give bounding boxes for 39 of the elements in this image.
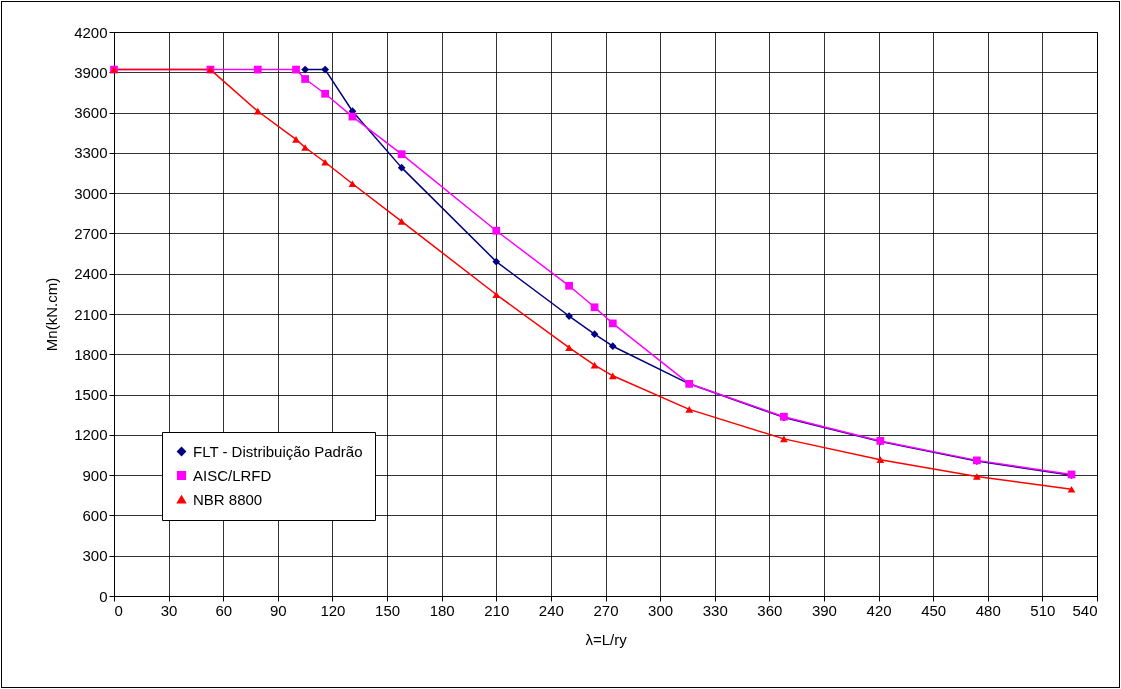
x-tick-label: 240: [538, 601, 564, 619]
legend-label: FLT - Distribuição Padrão: [193, 442, 363, 460]
y-tick-label: 1800: [74, 345, 108, 363]
y-tick-label: 2700: [74, 224, 108, 242]
x-tick-label: 60: [215, 601, 233, 619]
x-tick-label: 210: [484, 601, 510, 619]
x-tick-label: 180: [429, 601, 455, 619]
y-tick-label: 1500: [74, 386, 108, 404]
x-tick-label: 330: [702, 601, 728, 619]
x-tick-label: 150: [375, 601, 401, 619]
y-tick-label: 1200: [74, 426, 108, 444]
x-tick-label: 300: [648, 601, 674, 619]
x-tick-label: 0: [114, 601, 123, 619]
y-tick-label: 3600: [74, 104, 108, 122]
x-tick-label: 360: [757, 601, 783, 619]
y-tick-label: 3300: [74, 144, 108, 162]
y-tick-label: 4200: [74, 23, 108, 41]
y-tick-label: 2100: [74, 305, 108, 323]
x-tick-label: 120: [320, 601, 346, 619]
y-tick-label: 300: [82, 547, 108, 565]
x-tick-label: 270: [593, 601, 619, 619]
y-tick-label: 0: [99, 587, 108, 605]
y-tick-label: 600: [82, 506, 108, 524]
x-tick-label: 510: [1030, 601, 1056, 619]
x-tick-label: 450: [921, 601, 947, 619]
legend-label: NBR 8800: [193, 490, 263, 508]
x-tick-label: 390: [811, 601, 837, 619]
y-tick-label: 900: [82, 466, 108, 484]
y-axis-title: Mn(kN.cm): [43, 277, 61, 352]
x-axis-title: λ=L/ry: [585, 630, 628, 648]
x-tick-label: 90: [269, 601, 287, 619]
x-tick-label: 540: [1072, 601, 1098, 619]
y-tick-label: 3900: [74, 63, 108, 81]
legend-label: AISC/LRFD: [193, 466, 272, 484]
x-tick-label: 30: [160, 601, 178, 619]
y-tick-label: 3000: [74, 184, 108, 202]
y-tick-label: 2400: [74, 265, 108, 283]
x-tick-label: 420: [866, 601, 892, 619]
x-tick-label: 480: [975, 601, 1001, 619]
